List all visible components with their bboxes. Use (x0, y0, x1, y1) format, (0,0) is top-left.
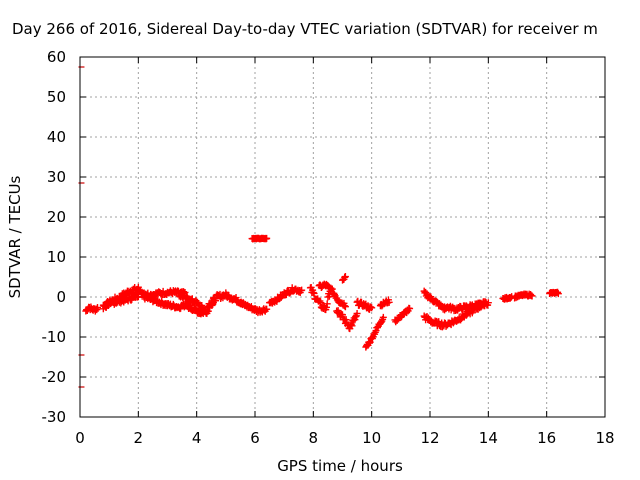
data-point (368, 304, 376, 312)
axis-ticks (79, 56, 606, 418)
data-point (324, 293, 332, 301)
data-point (554, 288, 562, 296)
data-point (378, 317, 386, 325)
data-point (351, 316, 359, 324)
data-point (310, 289, 318, 297)
data-point (182, 292, 190, 300)
y-axis-label: SDTVAR / TECUs (6, 175, 24, 298)
data-point (232, 294, 240, 302)
x-tick-label: 12 (420, 429, 439, 447)
data-point (341, 273, 349, 281)
y-tick-label: 10 (47, 248, 66, 266)
data-point (468, 309, 476, 317)
data-point (365, 339, 373, 347)
x-tick-label: 4 (192, 429, 202, 447)
x-tick-label: 0 (75, 429, 85, 447)
data-point (385, 298, 393, 306)
data-point (339, 311, 346, 319)
data-point (379, 313, 387, 321)
data-point (316, 297, 324, 305)
x-tick-label: 2 (134, 429, 144, 447)
data-points (78, 66, 562, 388)
data-point (323, 300, 331, 308)
data-point (298, 286, 306, 294)
data-point (309, 289, 317, 297)
x-axis-label: GPS time / hours (277, 457, 403, 475)
data-point (341, 302, 349, 310)
x-tick-label: 6 (250, 429, 260, 447)
data-point (484, 299, 492, 307)
data-point (352, 313, 360, 321)
data-point (341, 273, 349, 281)
tick-labels: 0 2 4 6 8 10 12 14 16 18 -30 -20 -10 0 10 20 30 40 50 60 (42, 48, 615, 447)
data-point (528, 292, 536, 300)
y-tick-label: -20 (42, 368, 67, 386)
data-point (527, 290, 535, 298)
data-point (342, 316, 350, 324)
data-point (188, 295, 196, 303)
y-tick-label: -10 (42, 328, 67, 346)
y-tick-label: 40 (47, 128, 66, 146)
data-point (322, 303, 330, 311)
y-tick-label: 50 (47, 88, 66, 106)
y-tick-label: -30 (42, 408, 67, 426)
x-tick-label: 16 (537, 429, 556, 447)
data-point (330, 291, 338, 299)
data-point (353, 309, 361, 317)
data-point (263, 305, 271, 313)
data-point (341, 303, 349, 311)
x-tick-label: 18 (595, 429, 614, 447)
data-point (347, 320, 355, 328)
y-tick-label: 30 (47, 168, 66, 186)
chart-title: Day 266 of 2016, Sidereal Day-to-day VTE… (12, 20, 598, 38)
y-tick-label: 20 (47, 208, 66, 226)
data-point (328, 285, 336, 293)
data-point (212, 297, 220, 305)
data-point (348, 322, 356, 330)
x-tick-label: 14 (479, 429, 498, 447)
data-point (94, 304, 101, 312)
data-point (366, 338, 374, 346)
x-tick-label: 8 (309, 429, 319, 447)
grid-lines (80, 57, 605, 417)
data-point (554, 290, 562, 298)
plot-frame (79, 56, 606, 418)
data-point (368, 334, 376, 342)
data-point (276, 294, 284, 302)
data-point (263, 234, 271, 242)
data-point (127, 296, 135, 304)
data-point (207, 299, 215, 307)
data-point (406, 305, 414, 313)
x-tick-label: 10 (362, 429, 381, 447)
y-tick-label: 60 (47, 48, 66, 66)
y-tick-label: 0 (56, 288, 66, 306)
